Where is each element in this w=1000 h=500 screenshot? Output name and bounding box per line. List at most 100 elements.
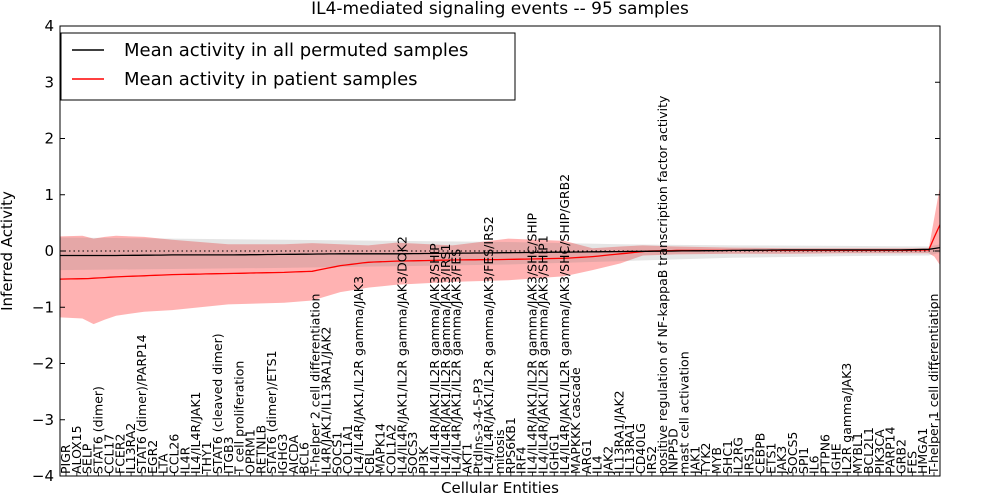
x-tick-label: IL4	[590, 455, 605, 474]
y-tick-label: 2	[44, 130, 54, 148]
x-tick-label: SOCS3	[405, 432, 420, 474]
x-tick-label: SELP	[80, 443, 95, 474]
x-tick-label: IL4/IL4R/JAK1/IL2R gamma/JAK3/IRS1	[438, 244, 453, 474]
x-tick-label: PIGR	[58, 444, 73, 474]
y-tick-label: −3	[32, 411, 54, 429]
x-tick-label: IRS2	[644, 446, 659, 474]
x-tick-label: JAK2	[601, 446, 616, 475]
x-tick-label: PARP14	[883, 427, 898, 474]
x-tick-label: EGR2	[145, 440, 160, 474]
y-tick-label: −4	[32, 467, 54, 485]
x-tick-label: AICDA	[286, 435, 301, 474]
lines-layer	[60, 224, 940, 280]
x-tick-label: SPI1	[796, 447, 811, 474]
series-line-permuted	[60, 246, 940, 257]
x-tick-label: MAPK14	[373, 423, 388, 474]
x-tick-label: HMGA1	[915, 428, 930, 474]
patient-band	[60, 186, 940, 325]
x-tick-label: CD40LG	[633, 423, 648, 474]
x-tick-label: ETS1	[763, 443, 778, 474]
x-tick-label: IL4R	[177, 446, 192, 474]
x-tick-label: IL4/IL4R/JAK1	[188, 392, 203, 474]
x-tick-label: CEBPB	[752, 433, 767, 474]
x-tick-label: CBL	[362, 450, 377, 474]
x-tick-label: ALOX15	[69, 425, 84, 474]
legend: Mean activity in all permuted samples Me…	[60, 32, 516, 101]
x-tick-label: IL4/IL4R/JAK1/IL2R gamma/JAK3/SHIP1	[535, 235, 550, 474]
x-tick-label: SOCS1	[329, 432, 344, 474]
x-tick-label: PtdIns-3-4-5-P3	[470, 378, 485, 474]
x-tick-label: IGHE	[828, 443, 843, 474]
x-tick-label: IL2RG	[731, 437, 746, 474]
x-tick-label: ARG1	[579, 439, 594, 474]
x-tick-label: CCL26	[167, 434, 182, 474]
bands-layer	[60, 186, 940, 325]
x-tick-label: INPP5D	[666, 428, 681, 474]
x-tick-label: CCL17	[101, 434, 116, 474]
x-tick-label: IRS1	[742, 446, 757, 474]
x-tick-label: IGHG3	[275, 434, 290, 474]
x-tick-label: PIK3CA	[872, 429, 887, 474]
x-tick-label: IL4/IL4R/JAK1/IL2R gamma/JAK3/FES	[449, 249, 464, 474]
x-tick-label: LTA	[156, 453, 171, 474]
x-tick-label: mast cell activation	[676, 351, 691, 474]
x-tick-label: IL4/IL4R/JAK1/IL2R gamma/JAK3/FES/IRS2	[481, 216, 496, 474]
y-tick-label: 0	[44, 242, 54, 260]
y-tick-label: −2	[32, 355, 54, 373]
x-tick-label: IL4/IL4R/JAK1/IL2R gamma/JAK3/SHIP	[427, 243, 442, 474]
x-tick-label: RPS6KB1	[503, 417, 518, 474]
y-tick-label: 3	[44, 73, 54, 91]
x-tick-label: IL4/IL4R/JAK1/IL2R gamma/JAK3/SHC/SHIP	[525, 213, 540, 474]
x-tick-label: SHC1	[720, 440, 735, 474]
x-tick-label: IL6	[807, 455, 822, 474]
x-tick-label: COL1A1	[340, 424, 355, 474]
y-axis-ticks: −4 −3 −2 −1 0 1 2 3 4	[32, 17, 940, 485]
x-tick-label: AKT1	[459, 443, 474, 474]
x-tick-label: FCER2	[112, 434, 127, 474]
x-tick-label: STAT6 (dimer)/ETS1	[264, 350, 279, 474]
x-tick-label: BCL6	[297, 442, 312, 474]
x-tick-label: GRB2	[893, 439, 908, 474]
x-tick-label: JAK3	[774, 446, 789, 475]
x-tick-label: T-helper 1 cell differentiation	[926, 294, 941, 475]
x-axis-label: Cellular Entities	[441, 479, 559, 497]
x-tick-label: STAT6 (dimer)/PARP14	[134, 334, 149, 474]
x-tick-label: ITGB3	[221, 436, 236, 474]
x-tick-label: IL4/IL4R/JAK1/IL2R gamma/JAK3	[351, 276, 366, 474]
x-tick-label: COL1A2	[384, 424, 399, 474]
x-tick-label: mitosis	[492, 429, 507, 474]
permuted-band	[60, 237, 940, 271]
legend-label-permuted: Mean activity in all permuted samples	[124, 40, 468, 61]
y-axis-label: Inferred Activity	[0, 191, 16, 311]
x-tick-label: SOCS5	[785, 432, 800, 474]
x-tick-label: IRF4	[514, 446, 529, 474]
legend-label-patient: Mean activity in patient samples	[124, 69, 418, 90]
x-tick-label: STAT6 (dimer)	[91, 386, 106, 474]
x-tick-label: MYBL1	[850, 432, 865, 474]
x-tick-label: T cell proliferation	[232, 361, 247, 475]
x-tick-label: IL13RA2	[123, 423, 138, 474]
x-tick-label: PI3K	[416, 446, 431, 474]
x-tick-label: IL2R gamma/JAK3	[839, 363, 854, 474]
x-tick-label: IL13RA1	[622, 423, 637, 474]
x-tick-label: positive regulation of NF-kappaB transcr…	[655, 95, 670, 474]
x-tick-label: STAT6 (cleaved dimer)	[210, 333, 225, 474]
x-tick-label: IL4/IL4R/JAK1/IL2R gamma/JAK3/DOK2	[394, 236, 409, 474]
y-tick-label: 1	[44, 186, 54, 204]
x-tick-label: TYK2	[698, 443, 713, 475]
x-tick-label: IL13RA1/JAK2	[611, 390, 626, 474]
plot-frame	[59, 25, 941, 477]
y-tick-label: −1	[32, 298, 54, 316]
x-tick-label: IL4R/JAK1/IL13RA1/JAK2	[318, 327, 333, 475]
x-tick-label: JAK1	[687, 446, 702, 475]
x-tick-label: THY1	[199, 441, 214, 475]
x-tick-label: T-helper 2 cell differentiation	[308, 294, 323, 475]
x-tick-label: MYB	[709, 447, 724, 474]
x-tick-label: IGHG1	[546, 434, 561, 474]
x-tick-label: BCL2L1	[861, 427, 876, 474]
legend-box	[60, 32, 516, 101]
x-tick-label: PTPN6	[818, 434, 833, 474]
x-tick-label: IL4/IL4R/JAK1/IL2R gamma/JAK3/SHC/SHIP/G…	[557, 174, 572, 474]
